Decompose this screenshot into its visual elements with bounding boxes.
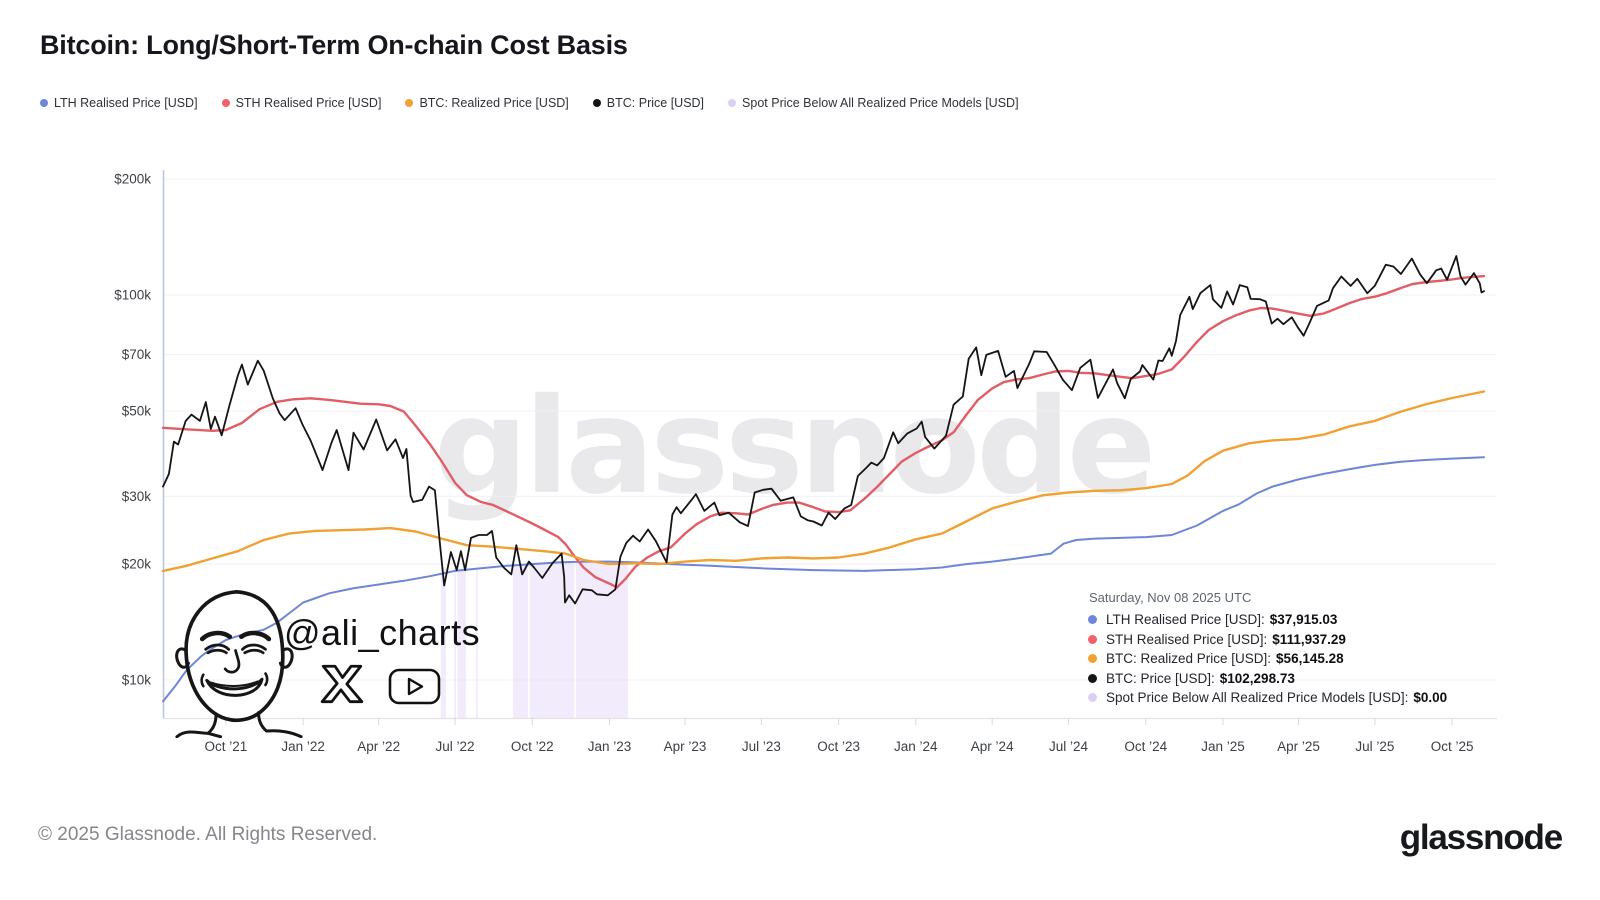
x-axis-tick-label: Jan ’23 (588, 739, 632, 754)
x-axis-tick-label: Oct ’24 (1124, 739, 1167, 754)
x-axis-tick-label: Apr ’22 (357, 739, 400, 754)
x-axis-tick-label: Jul ’24 (1049, 739, 1089, 754)
legend-label: Spot Price Below All Realized Price Mode… (742, 96, 1019, 110)
y-axis-tick-label: $30k (122, 489, 152, 504)
chart-legend: LTH Realised Price [USD] STH Realised Pri… (40, 96, 1019, 110)
legend-item-2[interactable]: BTC: Realized Price [USD] (405, 96, 569, 110)
legend-label: BTC: Realized Price [USD] (419, 96, 569, 110)
x-axis-tick-label: Apr ’24 (971, 739, 1014, 754)
page-title: Bitcoin: Long/Short-Term On-chain Cost B… (40, 30, 628, 60)
x-axis-tick-label: Oct ’21 (205, 739, 248, 754)
y-axis-tick-label: $100k (114, 288, 151, 303)
legend-item-0[interactable]: LTH Realised Price [USD] (40, 96, 198, 110)
copyright-text: © 2025 Glassnode. All Rights Reserved. (38, 824, 378, 845)
legend-label: LTH Realised Price [USD] (54, 96, 198, 110)
x-axis-tick-label: Jul ’23 (742, 739, 781, 754)
tooltip-row-dot (1088, 615, 1097, 625)
x-axis-tick-label: Apr ’25 (1277, 739, 1320, 754)
x-axis-tick-label: Jul ’22 (436, 739, 475, 754)
y-axis-tick-label: $200k (114, 172, 151, 187)
spot-below-models-band (575, 561, 628, 718)
legend-dot (221, 99, 230, 107)
btc-realized-price-usd-line (161, 390, 1486, 573)
legend-item-1[interactable]: STH Realised Price [USD] (221, 96, 382, 110)
spot-below-models-band (457, 568, 466, 718)
spot-below-models-band (512, 564, 529, 718)
tooltip-row-dot (1088, 634, 1097, 644)
x-axis-tick-label: Oct ’22 (511, 739, 554, 754)
tooltip-row-2: BTC: Realized Price [USD]: $56,145.28 (1088, 649, 1447, 669)
x-axis-tick-label: Jan ’24 (894, 739, 938, 754)
x-axis-tick-label: Jul ’25 (1355, 739, 1394, 754)
x-axis-tick-label: Oct ’23 (817, 739, 860, 754)
tooltip-row-dot (1088, 654, 1097, 664)
x-axis-tick-label: Jan ’25 (1201, 739, 1245, 754)
tooltip-row-3: BTC: Price [USD]: $102,298.73 (1088, 669, 1447, 689)
y-axis-tick-label: $20k (122, 557, 152, 572)
spot-below-models-band (476, 569, 478, 718)
tooltip-row-1: STH Realised Price [USD]: $111,937.29 (1088, 630, 1447, 650)
hover-tooltip: Saturday, Nov 08 2025 UTC LTH Realised P… (1088, 590, 1447, 708)
x-axis-tick-label: Oct ’25 (1431, 739, 1474, 754)
legend-item-4[interactable]: Spot Price Below All Realized Price Mode… (728, 96, 1019, 110)
sth-realised-price-usd-line (161, 274, 1486, 589)
spot-below-models-band (454, 568, 456, 718)
legend-dot (592, 99, 601, 107)
tooltip-date: Saturday, Nov 08 2025 UTC (1089, 590, 1252, 605)
x-axis-tick-label: Jan ’22 (281, 739, 325, 754)
legend-dot (405, 99, 414, 107)
y-axis-tick-label: $50k (122, 403, 152, 418)
y-axis-tick-label: $10k (122, 673, 152, 688)
spot-below-models-band (440, 567, 446, 718)
legend-label: STH Realised Price [USD] (235, 96, 382, 110)
legend-item-3[interactable]: BTC: Price [USD] (592, 96, 705, 110)
tooltip-row-dot (1088, 673, 1097, 683)
glassnode-watermark: glassnode (434, 370, 1153, 524)
tooltip-row-0: LTH Realised Price [USD]: $37,915.03 (1088, 610, 1447, 630)
spot-below-models-band (529, 562, 575, 718)
tooltip-row-4: Spot Price Below All Realized Price Mode… (1088, 688, 1447, 708)
legend-dot (40, 99, 48, 107)
tooltip-row-dot (1088, 693, 1097, 703)
x-axis-tick-label: Apr ’23 (664, 739, 707, 754)
btc-price-usd-line (162, 255, 1485, 605)
glassnode-logo: glassnode (1399, 818, 1564, 857)
y-axis-tick-label: $70k (122, 347, 152, 362)
legend-dot (728, 99, 737, 107)
legend-label: BTC: Price [USD] (606, 96, 705, 110)
